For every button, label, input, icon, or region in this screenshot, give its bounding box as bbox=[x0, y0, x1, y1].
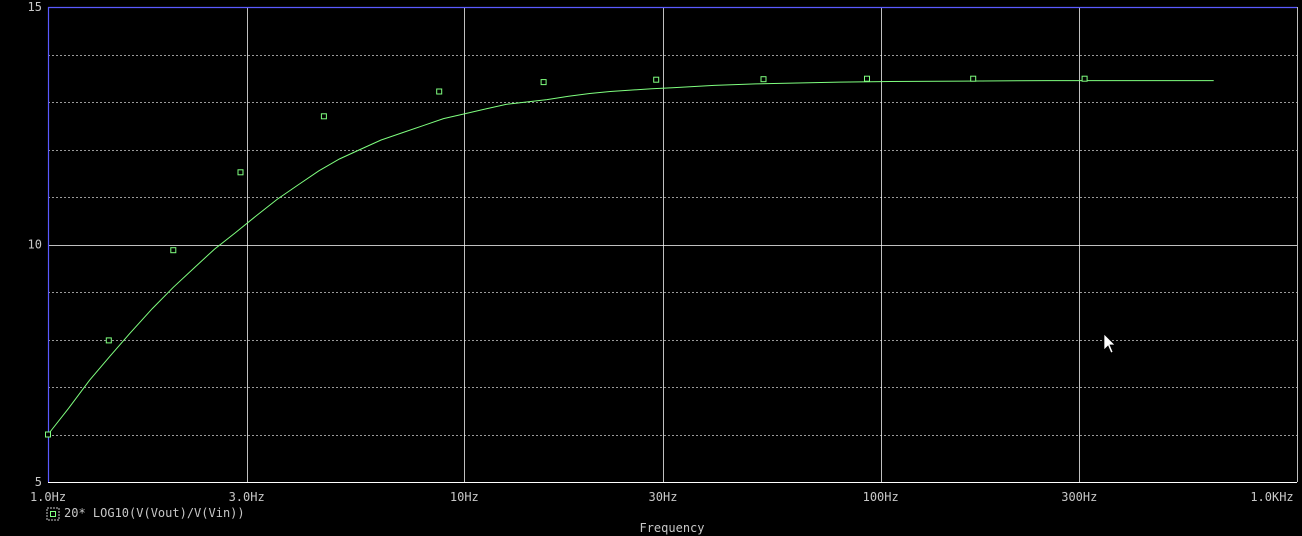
data-point-marker[interactable] bbox=[970, 75, 977, 82]
x-axis-label: Frequency bbox=[639, 521, 704, 535]
legend-label: 20* LOG10(V(Vout)/V(Vin)) bbox=[64, 506, 245, 520]
data-point-marker[interactable] bbox=[653, 76, 660, 83]
x-tick-label: 3.0Hz bbox=[229, 490, 265, 504]
y-tick-label: 15 bbox=[28, 0, 42, 14]
data-point-marker[interactable] bbox=[864, 75, 870, 82]
y-tick-labels: 5 10 15 bbox=[28, 0, 42, 489]
x-tick-label: 1.0Hz bbox=[30, 490, 66, 504]
x-tick-label: 100Hz bbox=[863, 490, 899, 504]
legend-marker-box bbox=[46, 507, 60, 521]
x-tick-labels: 1.0Hz 3.0Hz 10Hz 30Hz 100Hz 300Hz 1.0KHz bbox=[30, 490, 1294, 504]
x-tick-label: 30Hz bbox=[649, 490, 678, 504]
data-point-marker[interactable] bbox=[237, 169, 244, 176]
series-line[interactable] bbox=[47, 80, 1214, 435]
y-tick-label: 5 bbox=[35, 475, 42, 489]
data-point-marker[interactable] bbox=[540, 79, 547, 86]
traces[interactable] bbox=[45, 75, 1214, 438]
legend-marker-square bbox=[50, 511, 56, 517]
data-point-marker[interactable] bbox=[1081, 75, 1088, 82]
data-point-marker[interactable] bbox=[170, 247, 177, 254]
data-point-marker[interactable] bbox=[436, 88, 443, 95]
y-tick-label: 10 bbox=[28, 238, 42, 252]
x-tick-label: 1.0KHz bbox=[1250, 490, 1293, 504]
data-point-marker[interactable] bbox=[320, 113, 327, 120]
legend[interactable]: 20* LOG10(V(Vout)/V(Vin)) bbox=[46, 506, 245, 521]
x-tick-label: 300Hz bbox=[1061, 490, 1097, 504]
data-point-marker[interactable] bbox=[45, 431, 51, 438]
data-point-marker[interactable] bbox=[105, 337, 112, 344]
x-tick-label: 10Hz bbox=[450, 490, 479, 504]
data-point-marker[interactable] bbox=[760, 76, 767, 83]
axes bbox=[47, 6, 1297, 483]
mouse-cursor-icon bbox=[1103, 333, 1116, 354]
